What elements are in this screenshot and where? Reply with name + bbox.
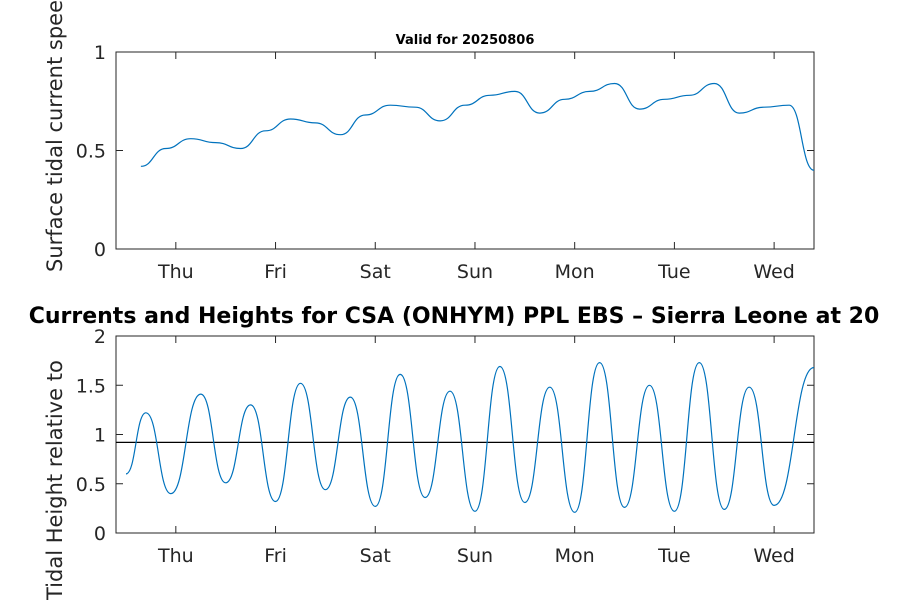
current-speed-plot-area [115,51,815,250]
current-speed-y-axis-label: Surface tidal current speed, kn [43,0,67,272]
tidal-height-chart-title: Currents and Heights for CSA (ONHYM) PPL… [29,304,880,329]
tidal-height-x-tick-label: Mon [555,545,595,567]
tidal-height-y-tick-label: 0 [94,523,106,545]
tidal-height-y-tick-label: 0.5 [76,474,106,496]
tidal-height-series-line [125,361,815,513]
current-speed-x-tick-label: Sat [360,261,391,283]
current-speed-y-tick-label: 0 [94,239,106,261]
current-speed-x-tick-label: Thu [157,261,194,283]
current-speed-x-tick-label: Mon [555,261,595,283]
tidal-height-plot-area [115,335,815,534]
tidal-height-x-tick-label: Tue [657,545,690,567]
tidal-height-y-tick-label: 1 [94,425,106,447]
tidal-height-x-tick-label: Sat [360,545,391,567]
current-speed-chart-title: Valid for 20250806 [396,33,535,48]
tidal-height-x-tick-label: Sun [457,545,493,567]
tidal-height-x-tick-label: Wed [753,545,794,567]
current-speed-series-line [140,82,815,171]
tidal-height-x-tick-label: Fri [264,545,287,567]
current-speed-chart: 0 0.5 1 Thu Fri Sat Sun Mon Tue Wed Valid for 20… [76,33,815,283]
current-speed-x-tick-label: Fri [264,261,287,283]
tidal-height-x-tick-label: Thu [157,545,194,567]
current-speed-x-tick-label: Tue [657,261,690,283]
tidal-height-y-axis-label: Tidal Height relative to [43,360,67,600]
tidal-height-y-tick-label: 1.5 [76,375,106,397]
current-speed-y-tick-label: 0.5 [76,141,106,163]
current-speed-x-tick-label: Sun [457,261,493,283]
current-speed-y-tick-label: 1 [94,42,106,64]
tidal-height-y-tick-label: 2 [94,326,106,348]
tidal-height-chart: 0 0.5 1 1.5 2 Thu Fri Sat Sun Mon Tue Wed Currents… [29,304,880,567]
current-speed-x-tick-label: Wed [753,261,794,283]
